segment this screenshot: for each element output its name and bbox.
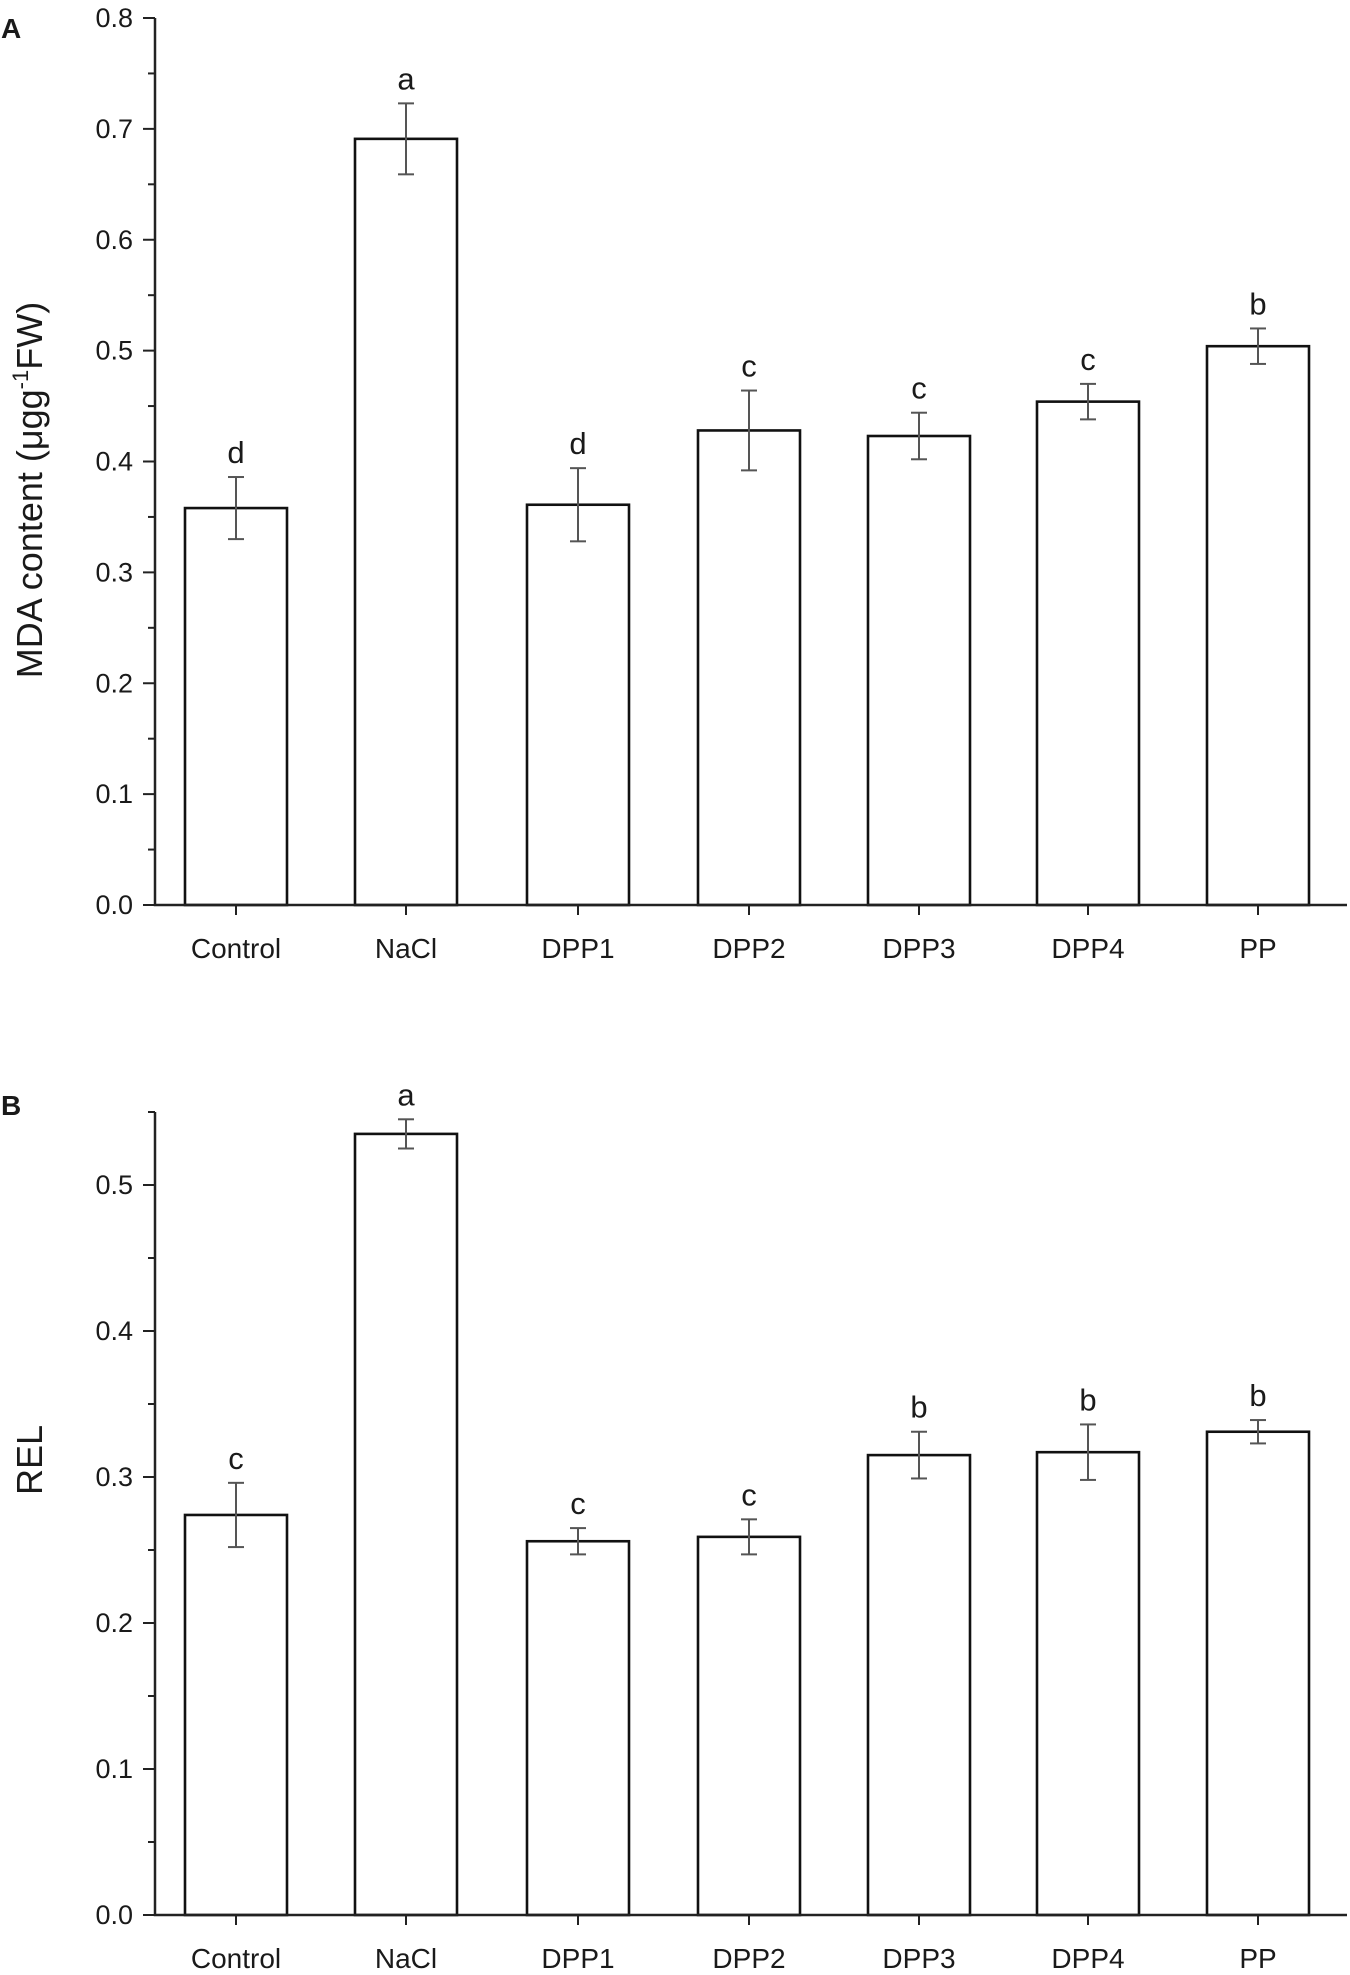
error-bar-control bbox=[228, 1481, 244, 1549]
panel-a-y-ticks: 0.0 0.1 0.2 0.3 0.4 0.5 0.6 0.7 0.8 bbox=[95, 3, 155, 920]
panel-a-error-bars bbox=[228, 102, 1266, 543]
category-label-pp: PP bbox=[1239, 1943, 1276, 1974]
error-bar-dpp3 bbox=[911, 1430, 927, 1480]
bar-pp bbox=[1205, 1430, 1311, 1917]
bar-dpp2 bbox=[696, 1535, 802, 1917]
panel-a-significance-letters: d a d c c c b bbox=[227, 61, 1266, 470]
panel-b-axes bbox=[153, 1112, 1347, 1917]
y-tick-label: 0.2 bbox=[95, 668, 133, 698]
category-label-dpp4: DPP4 bbox=[1051, 1943, 1124, 1974]
bar-nacl bbox=[353, 1132, 459, 1917]
y-tick-label: 0.8 bbox=[95, 3, 133, 33]
significance-letter-dpp3: c bbox=[911, 371, 927, 406]
error-bar-dpp1 bbox=[570, 1527, 586, 1556]
panel-b-significance-letters: c a c c b b b bbox=[228, 1077, 1266, 1521]
panel-a-y-axis-title: MDA content (μgg-1FW) bbox=[8, 302, 50, 678]
y-tick-label: 0.2 bbox=[95, 1608, 133, 1638]
category-label-dpp3: DPP3 bbox=[882, 1943, 955, 1974]
error-bar-pp bbox=[1250, 327, 1266, 365]
error-bar-dpp3 bbox=[911, 411, 927, 461]
category-label-pp: PP bbox=[1239, 933, 1276, 964]
y-tick-label: 0.3 bbox=[95, 557, 133, 587]
panel-b-y-ticks: 0.0 0.1 0.2 0.3 0.4 0.5 bbox=[95, 1111, 155, 1930]
significance-letter-dpp4: b bbox=[1079, 1382, 1096, 1417]
bar-dpp1 bbox=[525, 503, 631, 907]
y-tick-label: 0.3 bbox=[95, 1462, 133, 1492]
significance-letter-dpp1: c bbox=[570, 1486, 586, 1521]
category-label-control: Control bbox=[191, 933, 281, 964]
y-tick-label: 0.5 bbox=[95, 1170, 133, 1200]
error-bar-dpp4 bbox=[1080, 1423, 1096, 1481]
bar-control bbox=[183, 1513, 289, 1917]
significance-letter-control: d bbox=[227, 435, 244, 470]
panel-b-y-axis-title: REL bbox=[9, 1425, 50, 1495]
panel-b-bars bbox=[183, 1132, 1311, 1917]
panel-b-letter: B bbox=[1, 1090, 21, 1121]
category-label-control: Control bbox=[191, 1943, 281, 1974]
bar-dpp4 bbox=[1035, 400, 1141, 907]
error-bar-pp bbox=[1250, 1419, 1266, 1445]
panel-b-error-bars bbox=[228, 1118, 1266, 1556]
bar-control bbox=[183, 506, 289, 907]
y-tick-label: 0.7 bbox=[95, 114, 133, 144]
category-label-dpp2: DPP2 bbox=[712, 933, 785, 964]
error-bar-nacl bbox=[398, 102, 414, 176]
significance-letter-pp: b bbox=[1249, 286, 1266, 321]
y-tick-label: 0.4 bbox=[95, 1316, 133, 1346]
bar-nacl bbox=[353, 137, 459, 907]
bar-dpp3 bbox=[866, 434, 972, 907]
panel-a-category-labels: Control NaCl DPP1 DPP2 DPP3 DPP4 PP bbox=[191, 905, 1277, 964]
y-tick-label: 0.1 bbox=[95, 779, 133, 809]
significance-letter-dpp2: c bbox=[741, 1477, 757, 1512]
category-label-dpp4: DPP4 bbox=[1051, 933, 1124, 964]
y-tick-label: 0.1 bbox=[95, 1754, 133, 1784]
category-label-dpp1: DPP1 bbox=[541, 1943, 614, 1974]
y-tick-label: 0.4 bbox=[95, 447, 133, 477]
panel-a: A MDA content (μgg-1FW) 0.00.10.20.30.40… bbox=[1, 3, 1347, 964]
significance-letter-nacl: a bbox=[397, 61, 415, 96]
y-tick-label: 0.0 bbox=[95, 890, 133, 920]
significance-letter-dpp4: c bbox=[1080, 342, 1096, 377]
significance-letter-control: c bbox=[228, 1441, 244, 1476]
bar-dpp2 bbox=[696, 429, 802, 907]
error-bar-dpp4 bbox=[1080, 382, 1096, 421]
significance-letter-dpp1: d bbox=[569, 426, 586, 461]
y-tick-label: 0.6 bbox=[95, 225, 133, 255]
category-label-dpp2: DPP2 bbox=[712, 1943, 785, 1974]
y-tick-label: 0.0 bbox=[95, 1900, 133, 1930]
error-bar-dpp2 bbox=[741, 1518, 757, 1556]
panel-b: B REL 0.0 0.1 0.2 0.3 0.4 0.5 c a c c b b b Control… bbox=[1, 1077, 1347, 1974]
category-label-nacl: NaCl bbox=[375, 933, 437, 964]
significance-letter-pp: b bbox=[1249, 1378, 1266, 1413]
category-label-nacl: NaCl bbox=[375, 1943, 437, 1974]
panel-a-letter: A bbox=[1, 13, 21, 44]
bar-dpp1 bbox=[525, 1539, 631, 1917]
panel-a-bars bbox=[183, 137, 1311, 907]
category-label-dpp1: DPP1 bbox=[541, 933, 614, 964]
bar-pp bbox=[1205, 344, 1311, 907]
bar-dpp3 bbox=[866, 1453, 972, 1917]
category-label-dpp3: DPP3 bbox=[882, 933, 955, 964]
error-bar-control bbox=[228, 476, 244, 541]
panel-a-axes bbox=[153, 18, 1347, 907]
significance-letter-nacl: a bbox=[397, 1077, 415, 1112]
panel-b-category-labels: Control NaCl DPP1 DPP2 DPP3 DPP4 PP bbox=[191, 1915, 1277, 1974]
bar-dpp4 bbox=[1035, 1450, 1141, 1917]
significance-letter-dpp2: c bbox=[741, 349, 757, 384]
y-tick-label: 0.5 bbox=[95, 336, 133, 366]
error-bar-dpp2 bbox=[741, 389, 757, 472]
significance-letter-dpp3: b bbox=[910, 1390, 927, 1425]
error-bar-dpp1 bbox=[570, 467, 586, 543]
error-bar-nacl bbox=[398, 1118, 414, 1150]
